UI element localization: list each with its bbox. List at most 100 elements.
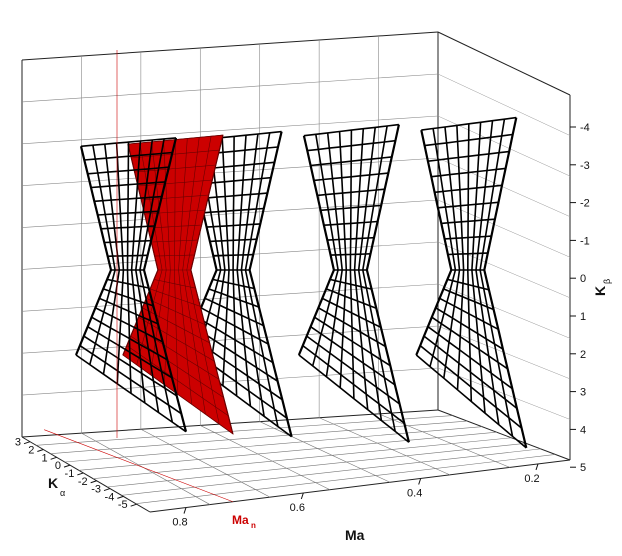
y-tick-mark-2	[50, 456, 57, 460]
back-grid-h-7	[21, 325, 439, 354]
side-grid-h-3	[437, 157, 571, 217]
surface-ma-0.42	[297, 123, 410, 443]
back-grid-h-4	[21, 199, 439, 228]
surface-line-v-16	[83, 335, 178, 397]
surface-line-v-17	[302, 344, 405, 424]
surface-line-v-5	[97, 210, 159, 216]
y-tick-mark-8	[130, 503, 137, 507]
floor-grid-a-2	[50, 420, 468, 454]
surface-line-v-2	[310, 156, 392, 167]
floor-grid-b-3	[200, 425, 331, 490]
surface-line-v-6	[441, 218, 495, 225]
surface-line-v-16	[130, 335, 224, 398]
surface-line-v-12	[439, 297, 499, 331]
surface-line-v-13	[318, 307, 387, 348]
surface-line-v-6	[323, 220, 378, 226]
x-tick-mark-3	[535, 463, 539, 471]
floor-grid-a-4	[78, 431, 497, 471]
y-tick-label-2: 1	[42, 452, 48, 464]
z-tick-label-3: -1	[580, 235, 590, 247]
box-edge-8	[149, 459, 571, 513]
surface-line-u-4	[232, 136, 238, 396]
surface-line-v-5	[320, 204, 382, 212]
back-wall-grid	[21, 36, 571, 434]
surface-line-v-2	[427, 150, 510, 162]
surface-line-v-3	[431, 167, 506, 178]
back-grid-h-1	[21, 73, 439, 103]
floor-grid-b-1	[81, 432, 211, 505]
surface-line-v-2	[87, 166, 169, 175]
surface-line-u-5	[471, 122, 486, 414]
surface-line-v-0	[421, 116, 517, 131]
surface-line-v-10	[447, 278, 490, 291]
floor-grid	[36, 413, 556, 505]
surface-line-u-5	[353, 128, 369, 410]
x-axis-label: Ma	[345, 527, 365, 543]
x-tick-mark-1	[300, 492, 304, 500]
man-marker-subscript: n	[251, 521, 256, 530]
floor-grid-a-8	[135, 454, 556, 504]
surface-line-v-10	[212, 278, 255, 290]
surface-line-v-11	[102, 288, 154, 307]
z-tick-label-9: 5	[580, 462, 586, 474]
y-tick-label-6: -3	[91, 484, 101, 496]
surface-line-v-16	[306, 335, 401, 405]
surface-line-v-15	[427, 326, 513, 390]
surface-line-v-5	[437, 201, 499, 209]
side-grid-h-5	[437, 241, 571, 299]
surface-line-v-3	[137, 179, 213, 187]
surface-line-v-10	[106, 278, 149, 289]
surfaces	[74, 116, 528, 449]
surface-line-v-13	[95, 307, 164, 343]
y-tick-mark-4	[77, 472, 84, 476]
surface-line-v-11	[150, 288, 201, 307]
surface-line-v-1	[424, 133, 513, 147]
surface-line-v-4	[317, 188, 385, 197]
back-grid-h-2	[21, 115, 439, 145]
floor-grid-b-6	[378, 413, 511, 468]
surface-line-v-1	[84, 151, 173, 161]
z-tick-label-4: 0	[580, 273, 586, 285]
surface-line-v-18	[298, 354, 410, 443]
x-axis-title: Ma	[345, 527, 365, 543]
x-tick-label-2: 0.4	[407, 487, 422, 499]
surface-line-v-14	[314, 316, 391, 367]
man-marker-label: Ma	[232, 513, 249, 527]
surface-line-v-6	[100, 225, 155, 230]
side-grid-h-6	[437, 283, 571, 339]
floor-grid-b-5	[319, 417, 451, 476]
z-axis-title: K β	[592, 279, 612, 296]
surface-line-v-13	[200, 307, 269, 345]
surface-line-u-7	[479, 119, 514, 437]
surface-line-u-7	[361, 125, 396, 432]
z-axis-label: K	[592, 286, 608, 296]
box-edge-1	[437, 31, 571, 96]
surface-line-v-8	[213, 253, 254, 257]
surface-line-v-18	[75, 354, 187, 433]
x-tick-label-0: 0.8	[172, 517, 187, 529]
surface-line-v-12	[204, 297, 264, 327]
surface-line-v-4	[199, 192, 268, 200]
surface-line-v-11	[208, 288, 260, 308]
x-tick-label-3: 0.2	[524, 473, 539, 485]
surface-line-v-13	[435, 307, 504, 350]
surface-line-v-17	[126, 345, 229, 416]
y-tick-mark-1	[37, 449, 44, 452]
side-grid-h-1	[437, 73, 571, 136]
z-tick-label-5: 1	[580, 311, 586, 323]
box-edge-7	[21, 436, 151, 513]
z-tick-label-6: 2	[580, 349, 586, 361]
floor-grid-a-1	[36, 415, 453, 446]
surface-line-v-1	[307, 139, 396, 152]
surface-line-v-4	[94, 195, 162, 203]
side-grid-h-2	[437, 115, 571, 177]
surface-ma-0.8	[74, 137, 188, 433]
surface-line-v-11	[325, 288, 377, 310]
surface-line-v-10	[329, 278, 372, 290]
z-axis-subscript: β	[602, 279, 612, 284]
surface-line-v-18	[415, 354, 527, 449]
surface-line-u-1	[89, 145, 116, 365]
back-grid-h-3	[21, 157, 439, 186]
surface-line-v-0	[303, 123, 399, 137]
